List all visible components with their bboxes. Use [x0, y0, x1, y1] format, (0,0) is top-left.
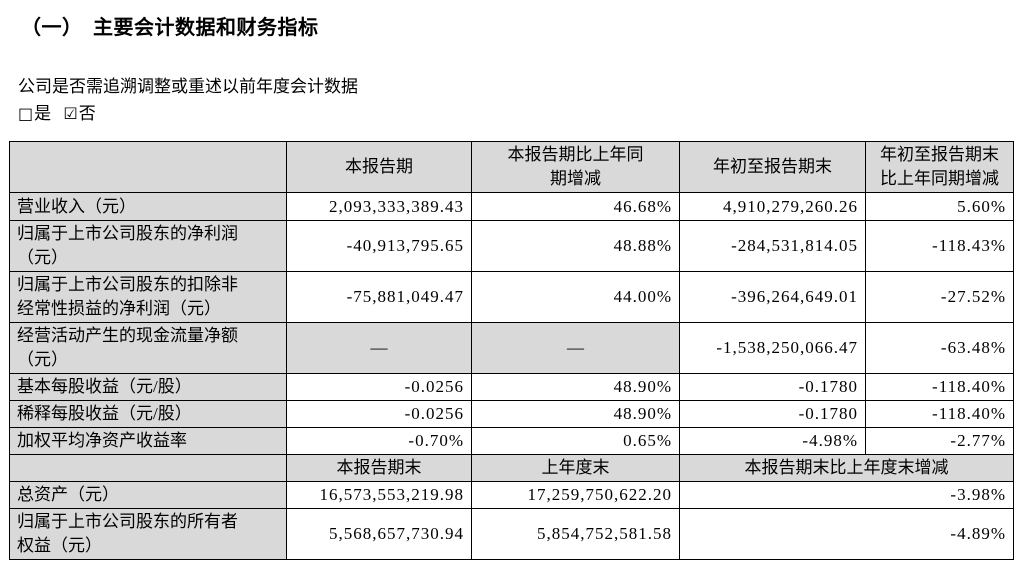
table-row-total-assets: 总资产（元） 16,573,553,219.98 17,259,750,622.…	[9, 481, 1014, 509]
equity-change: -4.89%	[679, 508, 1014, 560]
section-title: （一） 主要会计数据和财务指标	[21, 17, 319, 39]
option-no: ☑否	[63, 104, 95, 123]
option-yes-label: 是	[34, 104, 52, 123]
col-header-current-period-yoy: 本报告期比上年同 期增减	[471, 141, 680, 193]
table-row-basic-eps: 基本每股收益（元/股） -0.0256 48.90% -0.1780 -118.…	[9, 373, 1014, 401]
excl-profit-ytd: -396,264,649.01	[679, 271, 866, 323]
roe-current-yoy: 0.65%	[471, 427, 680, 455]
row-label: 加权平均净资产收益率	[9, 427, 287, 455]
equity-prev-year-end: 5,854,752,581.58	[471, 508, 680, 560]
diluted-eps-ytd: -0.1780	[679, 400, 866, 428]
col-header-ytd-yoy: 年初至报告期末 比上年同期增减	[865, 141, 1014, 193]
net-profit-ytd-yoy: -118.43%	[865, 220, 1014, 272]
checkbox-checked-icon: ☑	[63, 104, 78, 123]
option-yes: □是	[18, 104, 51, 123]
table-row-weighted-avg-roe: 加权平均净资产收益率 -0.70% 0.65% -4.98% -2.77%	[9, 427, 1014, 455]
diluted-eps-ytd-yoy: -118.40%	[865, 400, 1014, 428]
revenue-current-yoy: 46.68%	[471, 192, 680, 221]
row-label: 归属于上市公司股东的净利润 （元）	[9, 220, 287, 272]
excl-profit-current-yoy: 44.00%	[471, 271, 680, 323]
excl-profit-ytd-yoy: -27.52%	[865, 271, 1014, 323]
basic-eps-ytd: -0.1780	[679, 373, 866, 401]
period-header-row: 本报告期 本报告期比上年同 期增减 年初至报告期末 年初至报告期末 比上年同期增…	[9, 141, 1014, 193]
total-assets-change: -3.98%	[679, 481, 1014, 509]
col-header-prev-year-end: 上年度末	[471, 454, 680, 482]
row-label: 总资产（元）	[9, 481, 287, 509]
header-empty-cell	[9, 454, 287, 482]
snapshot-header-row: 本报告期末 上年度末 本报告期末比上年度末增减	[9, 454, 1014, 482]
diluted-eps-current: -0.0256	[286, 400, 472, 428]
roe-ytd-yoy: -2.77%	[865, 427, 1014, 455]
table-row-net-profit-excl-nonrecurring: 归属于上市公司股东的扣除非 经常性损益的净利润（元） -75,881,049.4…	[9, 271, 1014, 323]
excl-profit-current: -75,881,049.47	[286, 271, 472, 323]
col-header-ytd: 年初至报告期末	[679, 141, 866, 193]
table-row-equity: 归属于上市公司股东的所有者 权益（元） 5,568,657,730.94 5,8…	[9, 508, 1014, 560]
restatement-options: □是 ☑否	[18, 99, 104, 124]
row-label: 营业收入（元）	[9, 192, 287, 221]
equity-period-end: 5,568,657,730.94	[286, 508, 472, 560]
net-profit-current-yoy: 48.88%	[471, 220, 680, 272]
revenue-ytd: 4,910,279,260.26	[679, 192, 866, 221]
row-label: 基本每股收益（元/股）	[9, 373, 287, 401]
table-row-revenue: 营业收入（元） 2,093,333,389.43 46.68% 4,910,27…	[9, 192, 1014, 221]
table-row-diluted-eps: 稀释每股收益（元/股） -0.0256 48.90% -0.1780 -118.…	[9, 400, 1014, 428]
total-assets-period-end: 16,573,553,219.98	[286, 481, 472, 509]
cash-flow-ytd: -1,538,250,066.47	[679, 322, 866, 374]
row-label: 经营活动产生的现金流量净额 （元）	[9, 322, 287, 374]
restatement-question: 公司是否需追溯调整或重述以前年度会计数据	[18, 77, 358, 96]
table-row-operating-cash-flow: 经营活动产生的现金流量净额 （元） — — -1,538,250,066.47 …	[9, 322, 1014, 374]
basic-eps-current-yoy: 48.90%	[471, 373, 680, 401]
cash-flow-current-yoy: —	[471, 322, 680, 374]
col-header-current-period: 本报告期	[286, 141, 472, 193]
roe-current: -0.70%	[286, 427, 472, 455]
table-row-net-profit: 归属于上市公司股东的净利润 （元） -40,913,795.65 48.88% …	[9, 220, 1014, 272]
cash-flow-current: —	[286, 322, 472, 374]
financial-indicators-table: 本报告期 本报告期比上年同 期增减 年初至报告期末 年初至报告期末 比上年同期增…	[9, 141, 1014, 560]
option-no-label: 否	[78, 104, 96, 123]
revenue-current: 2,093,333,389.43	[286, 192, 472, 221]
basic-eps-ytd-yoy: -118.40%	[865, 373, 1014, 401]
total-assets-prev-year-end: 17,259,750,622.20	[471, 481, 680, 509]
row-label: 归属于上市公司股东的扣除非 经常性损益的净利润（元）	[9, 271, 287, 323]
checkbox-unchecked-icon: □	[18, 104, 34, 123]
roe-ytd: -4.98%	[679, 427, 866, 455]
row-label: 归属于上市公司股东的所有者 权益（元）	[9, 508, 287, 560]
net-profit-current: -40,913,795.65	[286, 220, 472, 272]
row-label: 稀释每股收益（元/股）	[9, 400, 287, 428]
header-empty-cell	[9, 141, 287, 193]
revenue-ytd-yoy: 5.60%	[865, 192, 1014, 221]
cash-flow-ytd-yoy: -63.48%	[865, 322, 1014, 374]
col-header-period-end: 本报告期末	[286, 454, 472, 482]
basic-eps-current: -0.0256	[286, 373, 472, 401]
net-profit-ytd: -284,531,814.05	[679, 220, 866, 272]
diluted-eps-current-yoy: 48.90%	[471, 400, 680, 428]
col-header-period-end-change: 本报告期末比上年度末增减	[679, 454, 1014, 482]
